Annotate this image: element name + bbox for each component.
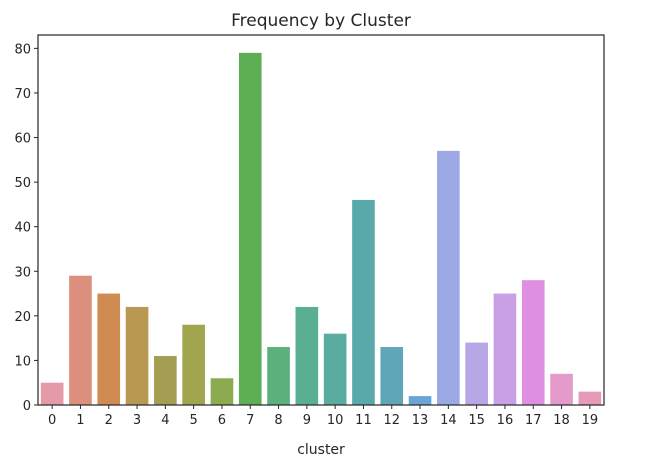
bar-cluster-18: [550, 373, 573, 405]
bar-cluster-15: [465, 342, 488, 405]
x-tick-label: 7: [246, 413, 254, 428]
bar-cluster-10: [323, 333, 347, 405]
plot-frame: [37, 34, 605, 406]
x-tick-label: 18: [553, 413, 570, 428]
x-tick-label: 10: [327, 413, 344, 428]
bar-cluster-5: [182, 324, 205, 405]
bar-cluster-2: [97, 293, 121, 405]
x-tick-label: 12: [383, 413, 400, 428]
bar-cluster-4: [154, 355, 177, 405]
bar-cluster-9: [295, 306, 319, 405]
bar-cluster-14: [437, 150, 460, 405]
x-tick-label: 19: [582, 413, 599, 428]
bar-cluster-17: [521, 280, 545, 405]
x-tick-label: 3: [133, 413, 141, 428]
y-tick-label: 20: [14, 310, 31, 325]
y-tick-label: 10: [14, 354, 31, 369]
y-tick-label: 70: [14, 87, 31, 102]
y-tick-label: 40: [14, 221, 31, 236]
bar-cluster-7: [238, 52, 262, 405]
x-tick-label: 6: [218, 413, 226, 428]
y-tick-label: 60: [14, 132, 31, 147]
x-tick-label: 2: [105, 413, 113, 428]
x-tick-label: 8: [274, 413, 282, 428]
bar-cluster-12: [380, 347, 404, 405]
x-tick-label: 16: [497, 413, 514, 428]
bar-cluster-11: [352, 199, 375, 405]
x-tick-label: 9: [303, 413, 311, 428]
bar-cluster-0: [40, 382, 64, 405]
x-tick-label: 0: [48, 413, 56, 428]
y-axis: 0 10 20 30 40 50 60 70 80: [14, 42, 38, 414]
bar-cluster-6: [210, 378, 234, 405]
x-tick-label: 4: [161, 413, 169, 428]
x-tick-label: 13: [412, 413, 429, 428]
y-tick-label: 30: [14, 265, 31, 280]
y-tick-label: 80: [14, 42, 31, 57]
x-tick-label: 5: [190, 413, 198, 428]
y-tick-label: 0: [23, 399, 31, 414]
x-tick-label: 17: [525, 413, 542, 428]
y-tick-label: 50: [14, 176, 31, 191]
bars-group: [40, 52, 602, 405]
x-axis-label: cluster: [297, 442, 345, 458]
x-tick-label: 11: [355, 413, 372, 428]
x-tick-label: 15: [468, 413, 485, 428]
bar-cluster-16: [493, 293, 517, 405]
chart-title: Frequency by Cluster: [231, 11, 411, 31]
bar-cluster-19: [578, 391, 602, 405]
x-tick-label: 1: [76, 413, 84, 428]
bar-cluster-13: [408, 396, 432, 405]
x-tick-label: 14: [440, 413, 457, 428]
bar-cluster-3: [125, 306, 149, 405]
bar-cluster-1: [69, 275, 92, 405]
x-axis: 0 1 2 3 4 5 6 7 8 9 10 11 12 13 14 15 16 17 18 19: [48, 405, 598, 428]
bar-cluster-8: [267, 347, 290, 405]
